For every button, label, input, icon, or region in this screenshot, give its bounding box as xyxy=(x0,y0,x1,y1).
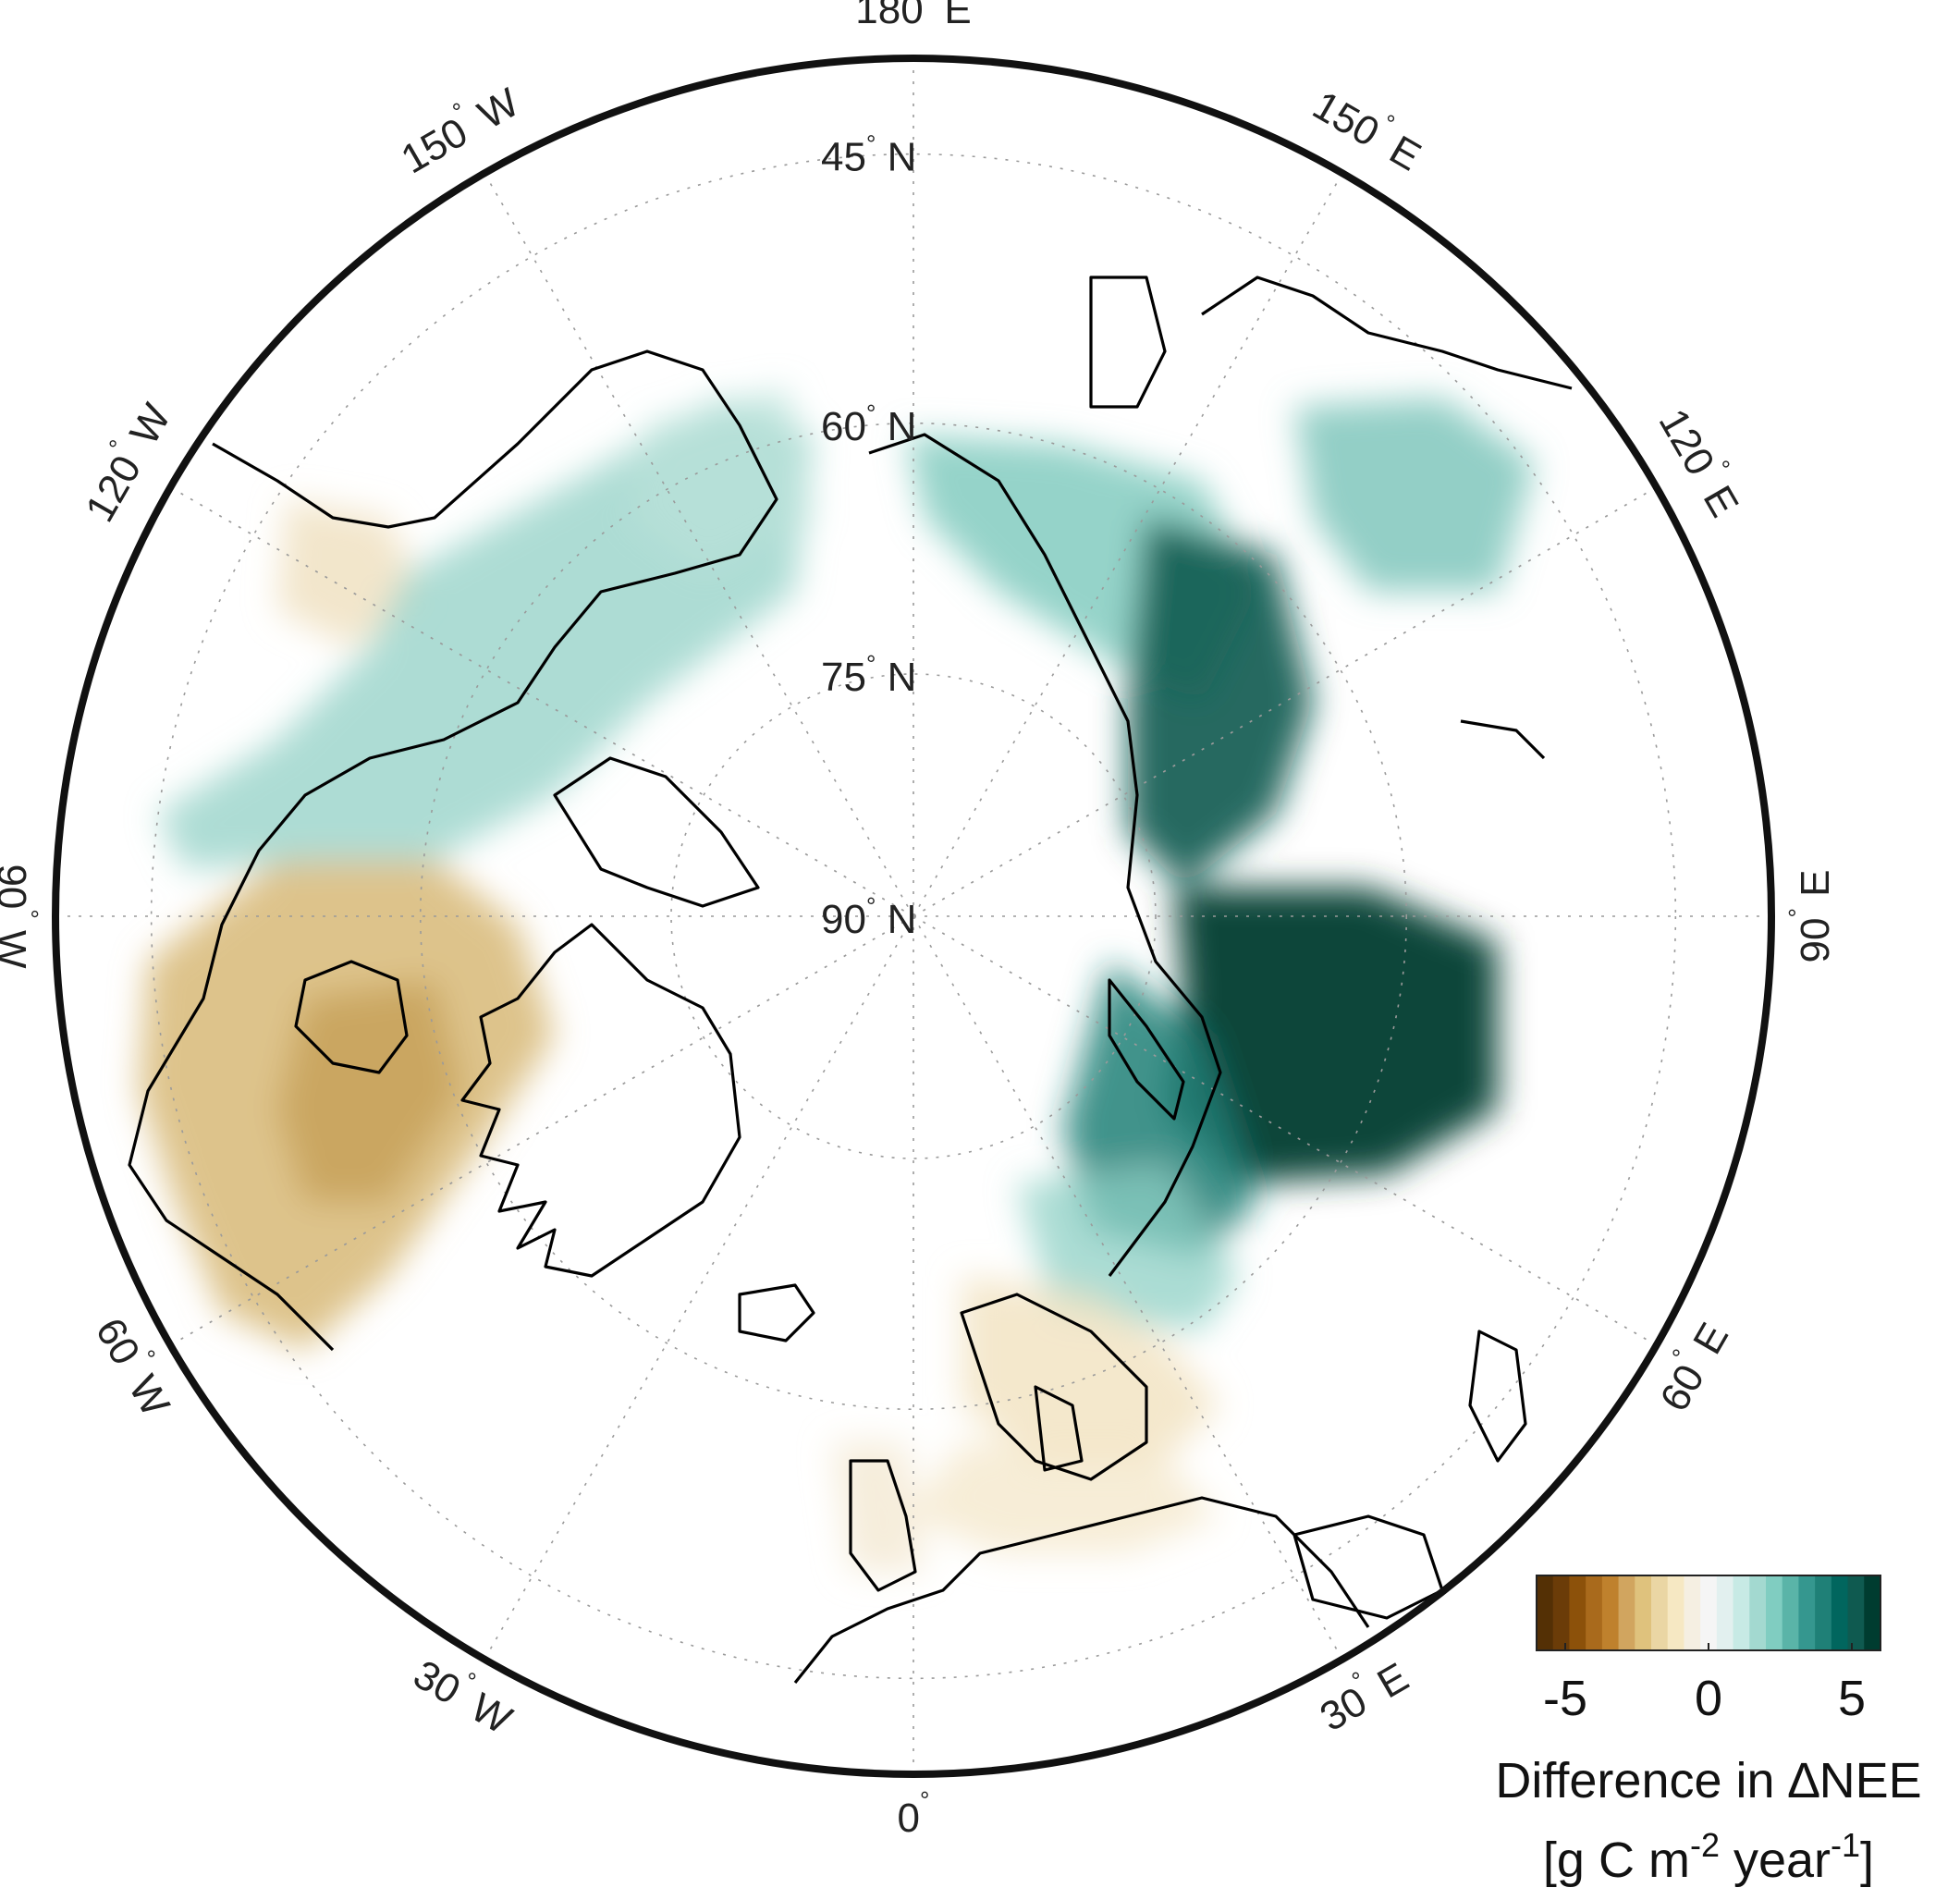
latitude-label: 60° N xyxy=(821,399,916,449)
colorbar-tick-label: 0 xyxy=(1695,1671,1722,1726)
longitude-label: 90° W xyxy=(0,864,43,969)
unit-exp-1: -2 xyxy=(1690,1826,1720,1864)
colorbar-swatch xyxy=(1667,1575,1685,1650)
field-alaska xyxy=(629,388,814,573)
colorbar-swatch xyxy=(1552,1575,1571,1650)
colorbar-swatch xyxy=(1831,1575,1849,1650)
field-far-east xyxy=(1294,398,1535,592)
colorbar-swatch xyxy=(1749,1575,1767,1650)
coast-kamchatka xyxy=(1089,276,1167,409)
longitude-label: 30° W xyxy=(406,1644,524,1744)
coast-arctic-islands xyxy=(553,756,760,908)
longitude-label: 150° W xyxy=(389,71,527,182)
field-europe xyxy=(906,1442,1220,1553)
colorbar-swatch xyxy=(1537,1575,1554,1650)
field-east-europe xyxy=(1017,1165,1239,1331)
coast-hudson-bay xyxy=(294,960,409,1074)
colorbar-swatch xyxy=(1733,1575,1750,1650)
latitude-label: 90° N xyxy=(821,892,916,942)
coast-far-east xyxy=(1201,276,1573,390)
unit-exp-2: -1 xyxy=(1831,1826,1860,1864)
colorbar: -5 0 5 Difference in ∆NEE [g C m-2 year-1] xyxy=(1495,1575,1922,1888)
coast-iceland xyxy=(738,1283,815,1342)
coast-uk xyxy=(849,1459,917,1592)
longitude-label: 60° E xyxy=(1644,1311,1737,1419)
colorbar-swatch xyxy=(1864,1575,1881,1650)
colorbar-swatch xyxy=(1586,1575,1603,1650)
colorbar-title-line1: Difference in ∆NEE xyxy=(1495,1753,1921,1808)
colorbar-swatch xyxy=(1766,1575,1783,1650)
latitude-circle xyxy=(419,422,1408,1411)
colorbar-swatch xyxy=(1700,1575,1718,1650)
coast-novaya-zemlya xyxy=(1108,978,1185,1121)
colorbar-swatch xyxy=(1716,1575,1734,1650)
colorbar-tick-label: -5 xyxy=(1543,1671,1587,1726)
longitude-label: 60° W xyxy=(87,1305,187,1424)
coast-scandinavia xyxy=(960,1293,1148,1481)
colorbar-swatch xyxy=(1815,1575,1832,1650)
coast-greenland xyxy=(460,923,741,1278)
coastlines xyxy=(128,276,1573,1684)
field-west-siberia xyxy=(1165,888,1498,1183)
coast-eurasia-north xyxy=(868,433,1222,1277)
colorbar-tick-label: 5 xyxy=(1838,1671,1866,1726)
colorbar-swatch xyxy=(1618,1575,1635,1650)
coast-black-sea xyxy=(1292,1514,1444,1620)
colorbar-title-line2: [g C m-2 year-1] xyxy=(1543,1826,1874,1888)
colorbar-swatch xyxy=(1798,1575,1816,1650)
longitude-label: 120° W xyxy=(68,391,179,529)
field-north-america-core xyxy=(277,980,462,1202)
field-scandinavia xyxy=(962,1276,1220,1461)
latitude-circle xyxy=(150,153,1677,1680)
field-central-siberia xyxy=(1128,518,1313,888)
colorbar-swatch xyxy=(1782,1575,1800,1650)
coast-caspian xyxy=(1468,1330,1527,1463)
latitude-label: 45° N xyxy=(821,130,916,180)
colorbar-swatch xyxy=(1569,1575,1586,1650)
unit-part-1: [g C m xyxy=(1543,1833,1690,1888)
graticule xyxy=(55,58,1771,1774)
longitude-label: 30° E xyxy=(1308,1647,1416,1740)
coast-north-america xyxy=(128,349,778,1352)
colorbar-ticks: -5 0 5 xyxy=(1543,1643,1866,1726)
latitude-label: 75° N xyxy=(821,650,916,700)
colorbar-swatch xyxy=(1651,1575,1669,1650)
colorbar-swatch xyxy=(1635,1575,1652,1650)
longitude-label: 90° E xyxy=(1783,870,1838,963)
colorbar-swatch xyxy=(1847,1575,1865,1650)
longitude-label: 0° xyxy=(898,1786,930,1841)
nee-difference-field xyxy=(139,388,1535,1572)
coast-baltic xyxy=(1034,1385,1084,1472)
unit-part-3: ] xyxy=(1860,1833,1874,1888)
unit-part-2: year xyxy=(1720,1833,1831,1888)
colorbar-swatch xyxy=(1684,1575,1701,1650)
longitude-label: 180° E xyxy=(855,0,971,32)
coast-lake-baikal xyxy=(1460,719,1546,760)
map-frame xyxy=(52,55,1775,1778)
field-uk xyxy=(832,1442,925,1572)
colorbar-swatches xyxy=(1537,1575,1881,1650)
colorbar-swatch xyxy=(1601,1575,1620,1650)
latitude-circle xyxy=(670,673,1157,1159)
